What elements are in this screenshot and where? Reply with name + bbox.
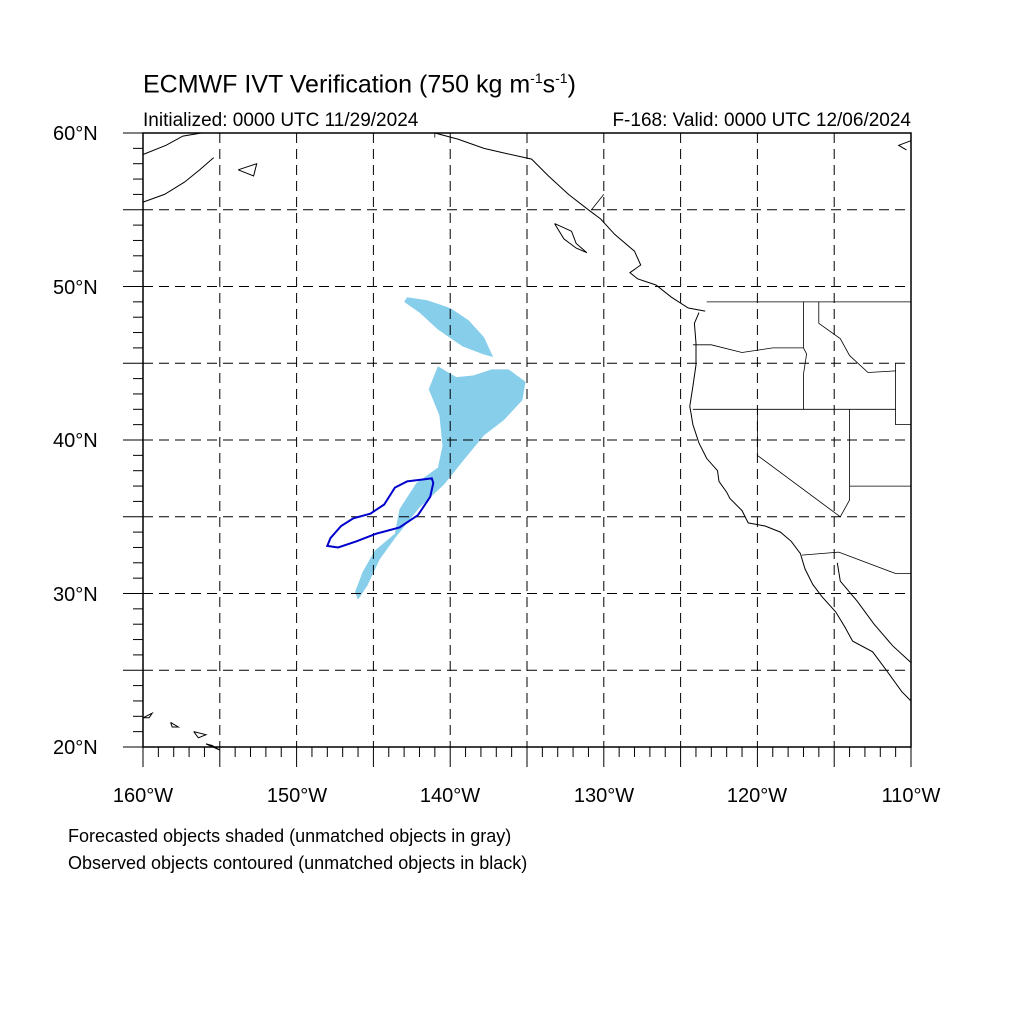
title-prefix: ECMWF IVT Verification (750 kg m bbox=[143, 70, 531, 99]
title-exponent-2: -1 bbox=[555, 70, 568, 86]
initialized-time: Initialized: 0000 UTC 11/29/2024 bbox=[143, 110, 419, 131]
lat-label-50n: 50°N bbox=[53, 277, 98, 299]
coastline-8 bbox=[142, 711, 154, 719]
title-mid: s bbox=[542, 70, 556, 99]
coastline-2 bbox=[836, 562, 912, 663]
lat-label-30n: 30°N bbox=[53, 584, 98, 606]
title-suffix: ) bbox=[567, 70, 576, 99]
border-2 bbox=[692, 344, 804, 353]
coastline-4 bbox=[554, 223, 588, 254]
forecast-object-2 bbox=[355, 366, 526, 600]
lat-label-60n: 60°N bbox=[53, 123, 98, 145]
border-5 bbox=[803, 301, 808, 410]
lon-label-130w: 130°W bbox=[573, 785, 635, 807]
coastline-1 bbox=[689, 312, 912, 702]
border-8 bbox=[895, 363, 911, 426]
lon-label-110w: 110°W bbox=[881, 785, 941, 807]
border-12 bbox=[591, 194, 605, 211]
title-exponent-1: -1 bbox=[530, 70, 543, 86]
chart-title: ECMWF IVT Verification (750 kg m-1s-1) bbox=[143, 70, 576, 99]
border-4 bbox=[757, 409, 841, 518]
coastline-9 bbox=[170, 721, 181, 728]
valid-time: F-168: Valid: 0000 UTC 12/06/2024 bbox=[612, 110, 911, 131]
lon-label-160w: 160°W bbox=[112, 785, 174, 807]
observed-object-1 bbox=[325, 477, 435, 549]
legend-note-observed: Observed objects contoured (unmatched ob… bbox=[68, 853, 528, 873]
border-7 bbox=[839, 409, 850, 517]
coastline-10 bbox=[193, 731, 208, 739]
coastline-5 bbox=[142, 132, 202, 155]
coastline-6 bbox=[142, 157, 215, 203]
border-6 bbox=[818, 301, 896, 373]
lon-label-120w: 120°W bbox=[726, 785, 788, 807]
lon-label-140w: 140°W bbox=[419, 785, 481, 807]
coastline-7 bbox=[238, 162, 258, 177]
coastline-3 bbox=[434, 132, 706, 312]
lat-label-20n: 20°N bbox=[53, 737, 98, 759]
legend-note-forecast: Forecasted objects shaded (unmatched obj… bbox=[68, 826, 512, 846]
lat-label-40n: 40°N bbox=[53, 430, 98, 452]
border-10 bbox=[801, 551, 911, 574]
forecast-object-1 bbox=[404, 297, 494, 358]
coastline-12 bbox=[897, 140, 912, 151]
lon-label-150w: 150°W bbox=[266, 785, 328, 807]
